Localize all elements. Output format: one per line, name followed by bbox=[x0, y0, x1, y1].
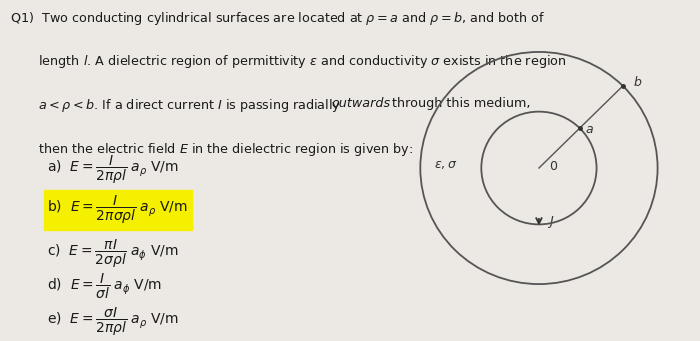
Text: $J$: $J$ bbox=[547, 214, 554, 230]
Text: $a < \rho < b$. If a direct current $I$ is passing radially: $a < \rho < b$. If a direct current $I$ … bbox=[10, 97, 342, 114]
Text: c)  $E = \dfrac{\pi I}{2\sigma\rho l}\; a_{\phi}$ V/m: c) $E = \dfrac{\pi I}{2\sigma\rho l}\; a… bbox=[48, 237, 179, 270]
Text: Q1)  Two conducting cylindrical surfaces are located at $\rho = a$ and $\rho = b: Q1) Two conducting cylindrical surfaces … bbox=[10, 10, 545, 27]
Text: $a$: $a$ bbox=[585, 123, 594, 136]
Text: b)  $E = \dfrac{I}{2\pi\sigma\rho l}\; a_{\rho}$ V/m: b) $E = \dfrac{I}{2\pi\sigma\rho l}\; a_… bbox=[48, 194, 188, 226]
Text: through this medium,: through this medium, bbox=[389, 97, 531, 110]
Text: a)  $E = \dfrac{I}{2\pi\rho l}\; a_{\rho}$ V/m: a) $E = \dfrac{I}{2\pi\rho l}\; a_{\rho}… bbox=[48, 153, 179, 186]
Text: then the electric field $E$ in the dielectric region is given by:: then the electric field $E$ in the diele… bbox=[10, 140, 413, 158]
Text: length $l$. A dielectric region of permittivity $\epsilon$ and conductivity $\si: length $l$. A dielectric region of permi… bbox=[10, 53, 566, 70]
Text: $b$: $b$ bbox=[633, 75, 643, 89]
Text: e)  $E = \dfrac{\sigma I}{2\pi\rho l}\; a_{\rho}$ V/m: e) $E = \dfrac{\sigma I}{2\pi\rho l}\; a… bbox=[48, 305, 179, 338]
Text: $0$: $0$ bbox=[549, 160, 558, 173]
Text: d)  $E = \dfrac{I}{\sigma l}\; a_{\phi}$ V/m: d) $E = \dfrac{I}{\sigma l}\; a_{\phi}$ … bbox=[48, 271, 162, 301]
Text: $\varepsilon,\sigma$: $\varepsilon,\sigma$ bbox=[434, 158, 457, 171]
Text: outwards: outwards bbox=[331, 97, 391, 110]
